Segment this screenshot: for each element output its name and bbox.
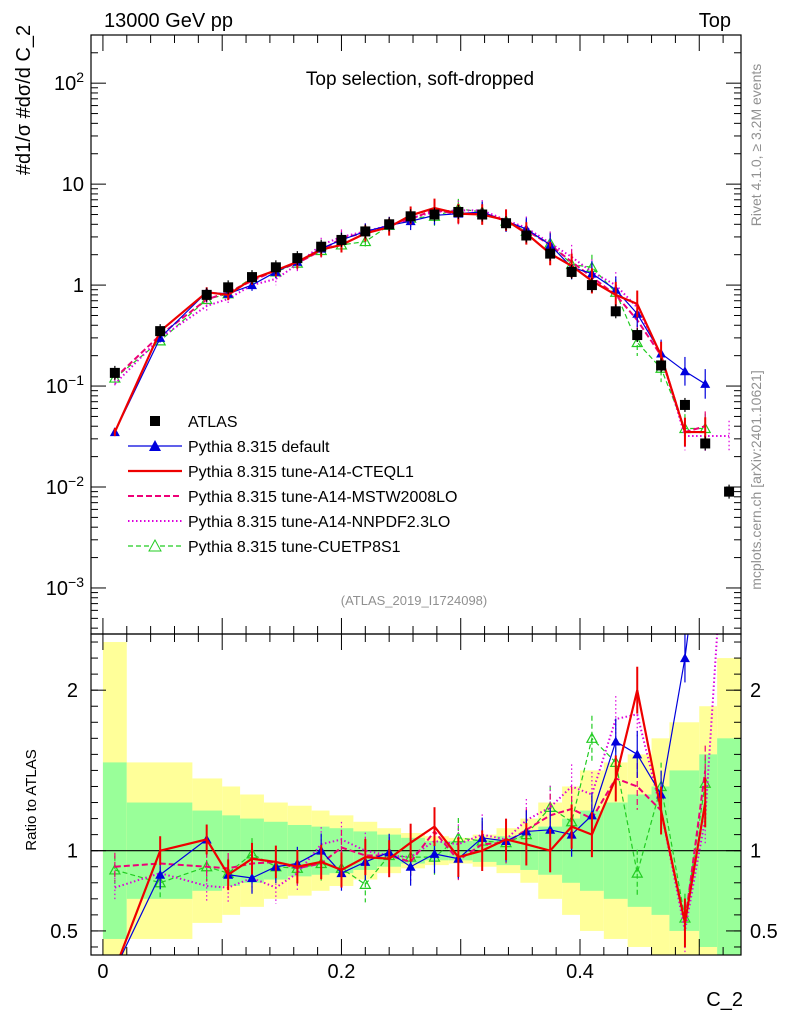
ratio-plot-area: 0.5 0.5 1 1 2 2 0 0.2 0.4	[50, 493, 778, 983]
atlas-data-point	[501, 218, 512, 229]
atlas-data-point	[586, 280, 597, 291]
ratio-y-tick-label-right: 2	[750, 680, 761, 702]
legend-label-atlas: ATLAS	[188, 414, 238, 431]
ratio-frame	[90, 633, 742, 956]
legend-label-mstw: Pythia 8.315 tune-A14-MSTW2008LO	[188, 489, 457, 506]
marker-default	[632, 749, 643, 759]
marker-default	[429, 848, 440, 858]
atlas-data-point	[724, 486, 735, 497]
atlas-data-point	[336, 234, 347, 245]
atlas-data-point	[155, 326, 166, 337]
main-title: Top selection, soft-dropped	[306, 69, 534, 90]
atlas-data-point	[360, 226, 371, 237]
atlas-data-point	[292, 253, 303, 264]
ratio-y-tick-label-right: 1	[750, 841, 761, 863]
marker-default	[610, 736, 621, 746]
legend-label-cteql1: Pythia 8.315 tune-A14-CTEQL1	[188, 464, 414, 481]
atlas-data-point	[566, 266, 577, 277]
atlas-data-point	[545, 248, 556, 259]
y-tick-label: 10−2	[46, 473, 84, 499]
main-annotation: (ATLAS_2019_I1724098)	[341, 593, 487, 608]
ratio-y-tick-label-right: 0.5	[750, 921, 778, 943]
atlas-data-point	[201, 289, 212, 300]
series-line-mstw	[114, 208, 706, 434]
legend-label-default: Pythia 8.315 default	[188, 439, 330, 456]
atlas-data-point	[384, 219, 395, 230]
marker-default	[700, 493, 710, 502]
x-axis-label: C_2	[706, 989, 743, 1011]
atlas-data-point	[223, 282, 234, 293]
y-tick-label: 1	[73, 275, 84, 297]
atlas-data-point	[109, 367, 120, 378]
header-right: Top	[699, 10, 731, 32]
legend: ATLAS Pythia 8.315 default Pythia 8.315 tu…	[128, 414, 457, 556]
legend-label-nnpdf: Pythia 8.315 tune-A14-NNPDF2.3LO	[188, 514, 450, 531]
marker-default	[110, 964, 120, 973]
atlas-data-point	[700, 438, 711, 449]
marker-cuetp8s1	[359, 235, 372, 247]
series-line-default	[114, 211, 706, 433]
main-series	[108, 198, 735, 499]
atlas-data-point	[453, 206, 464, 217]
ratio-y-tick-label: 1	[67, 841, 78, 863]
marker-cuetp8s1	[585, 732, 598, 743]
atlas-data-point	[247, 272, 258, 283]
atlas-data-point	[429, 209, 440, 220]
marker-default	[679, 653, 690, 663]
atlas-data-point	[632, 330, 643, 341]
ratio-ylabel: Ratio to ATLAS	[23, 749, 40, 850]
legend-marker-cuetp8s1	[148, 538, 162, 552]
main-ylabel: #d1/σ #dσ/d C_2	[13, 25, 35, 175]
marker-default	[247, 872, 258, 882]
marker-default	[700, 378, 711, 388]
marker-cuetp8s1	[631, 866, 644, 878]
band-inner-bin	[717, 738, 741, 955]
ratio-y-tick-label: 2	[67, 680, 78, 702]
ratio-series	[108, 493, 719, 973]
atlas-data-point	[477, 209, 488, 220]
atlas-data-point	[316, 241, 327, 252]
x-tick-label: 0.2	[328, 961, 356, 983]
atlas-data-point	[270, 262, 281, 273]
marker-cuetp8s1	[631, 336, 644, 348]
marker-default	[155, 869, 166, 879]
y-tick-label: 10	[62, 174, 84, 196]
atlas-data-point	[521, 230, 532, 241]
series-line-nnpdf	[114, 634, 719, 932]
legend-marker-atlas	[150, 416, 160, 426]
series-line-cuetp8s1	[114, 208, 706, 430]
y-tick-label: 10−3	[46, 574, 84, 600]
side-text-top: Rivet 4.1.0, ≥ 3.2M events	[748, 64, 764, 227]
marker-default	[405, 861, 416, 871]
atlas-data-point	[610, 306, 621, 317]
atlas-data-point	[656, 360, 667, 371]
x-tick-label: 0.4	[566, 961, 594, 983]
y-tick-label: 102	[54, 69, 84, 95]
header-left: 13000 GeV pp	[104, 10, 233, 32]
marker-default	[679, 366, 690, 376]
legend-label-cuetp8s1: Pythia 8.315 tune-CUETP8S1	[188, 539, 401, 556]
ratio-uncertainty-bands	[102, 642, 741, 955]
ratio-y-tick-label: 0.5	[50, 921, 78, 943]
atlas-data-point	[679, 399, 690, 410]
atlas-data-point	[405, 211, 416, 222]
side-text-bottom: mcplots.cern.ch [arXiv:2401.10621]	[748, 370, 764, 589]
x-tick-label: 0	[97, 961, 108, 983]
y-tick-label: 10−1	[46, 372, 84, 398]
series-line-cteql1	[113, 206, 706, 434]
marker-cuetp8s1	[359, 878, 372, 889]
legend-marker-default	[149, 440, 161, 451]
